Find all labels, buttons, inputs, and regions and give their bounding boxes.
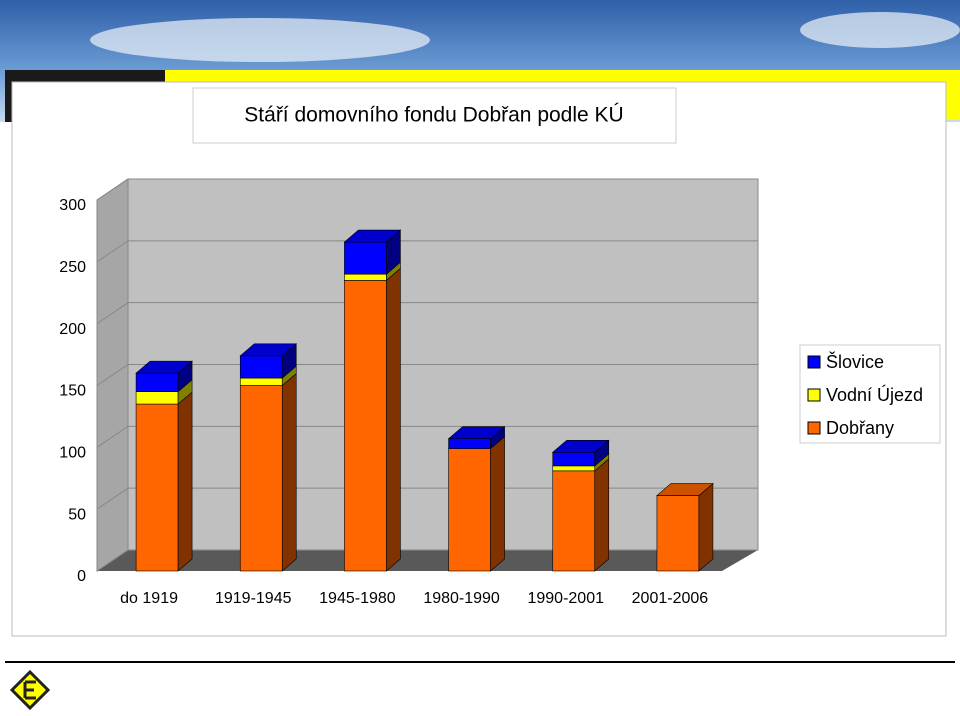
x-tick-label: 1990-2001 bbox=[527, 590, 604, 607]
legend-box bbox=[799, 344, 941, 444]
title-box bbox=[192, 87, 677, 144]
bar-front bbox=[552, 470, 596, 572]
x-tick-label: 2001-2006 bbox=[632, 590, 709, 607]
grid-line bbox=[96, 364, 758, 386]
bar-top bbox=[656, 483, 714, 496]
bar-top bbox=[447, 426, 506, 439]
bar-segment bbox=[135, 391, 193, 572]
bar-side bbox=[177, 391, 193, 572]
bar-front bbox=[448, 448, 491, 572]
chart-title: Stáří domovního fondu Dobřan podle KÚ bbox=[244, 104, 623, 127]
footer-logo bbox=[9, 669, 51, 711]
legend-swatch bbox=[807, 355, 821, 369]
cloud bbox=[90, 18, 430, 62]
bar-segment bbox=[344, 229, 401, 275]
bar-front bbox=[344, 280, 387, 572]
bar-segment bbox=[552, 458, 610, 572]
bar-segment bbox=[344, 267, 401, 572]
grid-line bbox=[96, 487, 758, 510]
bar-front bbox=[344, 241, 387, 275]
bar-front bbox=[552, 465, 596, 472]
y-tick-label: 250 bbox=[59, 259, 86, 276]
bar-front bbox=[135, 372, 179, 392]
y-tick-label: 150 bbox=[59, 383, 86, 400]
bar-side bbox=[490, 435, 505, 572]
legend: Šlovice Vodní Újezd Dobřany bbox=[807, 351, 923, 438]
y-tick-label: 50 bbox=[68, 506, 86, 523]
bar-front bbox=[239, 377, 283, 386]
bar-segment bbox=[135, 379, 193, 405]
bar-segment bbox=[656, 482, 714, 572]
legend-label: Šlovice bbox=[826, 351, 884, 372]
grid-line bbox=[96, 549, 758, 572]
grid-line bbox=[96, 178, 758, 201]
bar-front bbox=[656, 495, 700, 572]
bar-top bbox=[343, 229, 402, 243]
bar-front bbox=[135, 403, 179, 572]
bar-side bbox=[594, 458, 610, 572]
bar-side bbox=[698, 482, 714, 572]
grid-line bbox=[96, 302, 758, 325]
bar-front bbox=[239, 385, 283, 572]
bar-front bbox=[448, 438, 491, 449]
cloud bbox=[800, 12, 960, 48]
bar-segment bbox=[239, 372, 297, 572]
bar-front bbox=[239, 355, 283, 379]
x-tick-label: 1980-1990 bbox=[423, 590, 500, 607]
x-tick-label: 1945-1980 bbox=[319, 590, 396, 607]
x-tick-label: 1919-1945 bbox=[215, 590, 292, 607]
legend-swatch bbox=[807, 388, 821, 402]
legend-label: Vodní Újezd bbox=[826, 384, 923, 405]
bar-front bbox=[344, 273, 387, 281]
bar-top bbox=[239, 343, 298, 357]
bar-segment bbox=[239, 365, 297, 387]
grid-line bbox=[96, 425, 758, 448]
legend-swatch bbox=[807, 421, 821, 435]
bar-front bbox=[552, 451, 596, 467]
grid-line bbox=[96, 240, 758, 263]
bar-segment bbox=[448, 435, 505, 572]
bar-side bbox=[386, 267, 401, 572]
y-tick-label: 100 bbox=[59, 445, 86, 462]
x-tick-label: do 1919 bbox=[120, 590, 178, 607]
bar-top bbox=[551, 439, 610, 453]
y-tick-label: 300 bbox=[59, 197, 86, 214]
plot-area: 0 50 100 150 200 250 300 do 1919 1919-1945 1945-1… bbox=[59, 178, 759, 607]
legend-label: Dobřany bbox=[826, 418, 894, 438]
bar-front bbox=[135, 391, 179, 405]
y-tick-label: 200 bbox=[59, 321, 86, 338]
y-tick-label: 0 bbox=[77, 568, 86, 585]
bar-side bbox=[281, 372, 297, 572]
bar-top bbox=[135, 360, 193, 374]
